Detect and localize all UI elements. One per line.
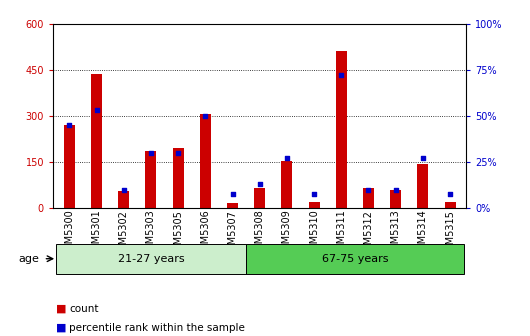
Point: [92, 108, 101, 113]
Point: [364, 187, 373, 193]
Bar: [118, 192, 129, 208]
Point: [310, 191, 319, 196]
Point: [446, 191, 454, 196]
Text: count: count: [69, 304, 99, 314]
Bar: [91, 74, 102, 208]
Point: [119, 187, 128, 193]
Bar: [173, 148, 183, 208]
Point: [174, 150, 182, 156]
Text: age: age: [19, 254, 39, 264]
Text: 21-27 years: 21-27 years: [118, 254, 184, 264]
Text: ■: ■: [56, 304, 66, 314]
Text: percentile rank within the sample: percentile rank within the sample: [69, 323, 245, 333]
Bar: [308, 202, 320, 208]
Bar: [336, 51, 347, 208]
Text: 67-75 years: 67-75 years: [322, 254, 388, 264]
Bar: [246, 244, 464, 274]
Bar: [390, 190, 401, 208]
Bar: [64, 125, 75, 208]
Bar: [363, 188, 374, 208]
Point: [282, 156, 291, 161]
Point: [201, 113, 209, 119]
Bar: [281, 161, 293, 208]
Bar: [145, 151, 156, 208]
Point: [228, 191, 237, 196]
Point: [337, 73, 346, 78]
Point: [419, 156, 427, 161]
Point: [392, 187, 400, 193]
Point: [147, 150, 155, 156]
Bar: [200, 114, 211, 208]
Point: [65, 122, 74, 128]
Bar: [254, 188, 265, 208]
Bar: [227, 203, 238, 208]
Text: ■: ■: [56, 323, 66, 333]
Point: [255, 181, 264, 187]
Bar: [56, 244, 246, 274]
Bar: [445, 202, 455, 208]
Bar: [418, 164, 428, 208]
